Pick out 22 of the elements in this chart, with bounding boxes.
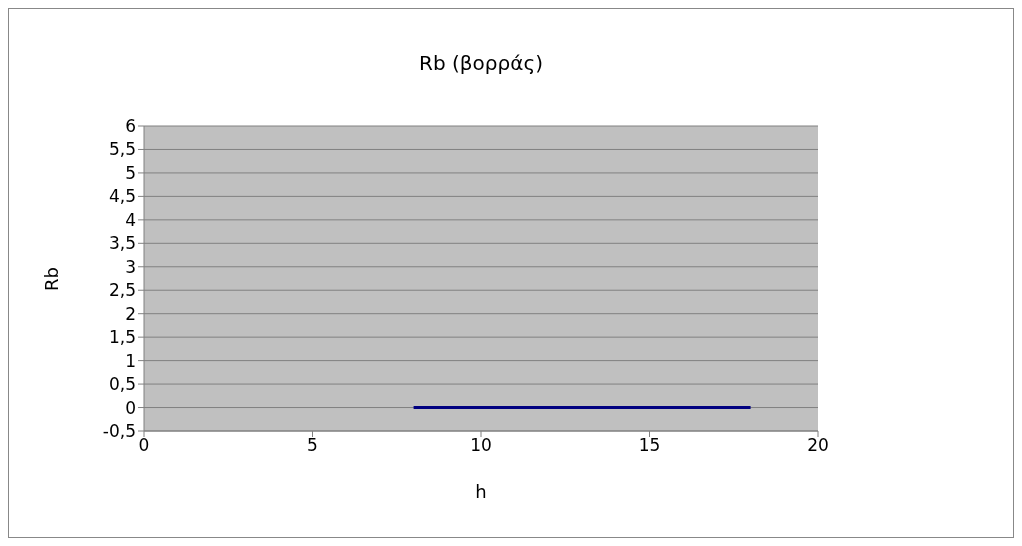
y-tick-label: 3 <box>125 256 136 277</box>
y-tick-label: -0,5 <box>102 421 136 442</box>
y-tick-label: 2,5 <box>108 280 136 301</box>
y-tick-label: 0,5 <box>108 374 136 395</box>
y-tick-label: 5,5 <box>108 139 136 160</box>
y-tick-label: 1 <box>125 350 136 371</box>
y-axis-title: Rb <box>40 267 62 291</box>
y-tick-label: 5 <box>125 162 136 183</box>
x-tick-label: 10 <box>470 435 492 456</box>
y-tick-label: 6 <box>125 116 136 137</box>
y-tick-label: 3,5 <box>108 233 136 254</box>
y-tick-label: 1,5 <box>108 327 136 348</box>
x-axis-title: h <box>475 481 487 502</box>
chart-title: Rb (βορράς) <box>419 51 543 75</box>
y-tick-label: 0 <box>125 397 136 418</box>
x-tick-label: 20 <box>807 435 829 456</box>
y-tick-label: 4 <box>125 209 136 230</box>
y-tick-label: 4,5 <box>108 186 136 207</box>
x-tick-label: 5 <box>307 435 318 456</box>
x-tick-label: 15 <box>638 435 661 456</box>
y-tick-label: 2 <box>125 303 136 324</box>
x-tick-label: 0 <box>138 435 150 456</box>
